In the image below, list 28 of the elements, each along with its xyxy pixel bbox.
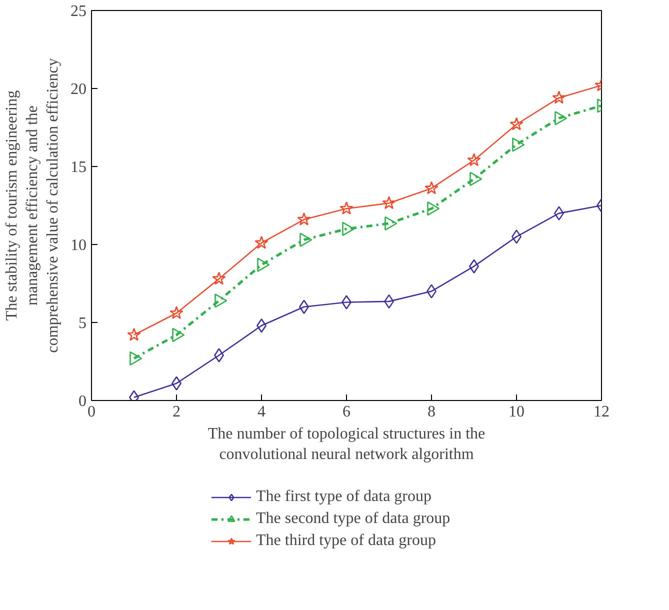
point: [467, 153, 481, 166]
y-tick-label: 0: [78, 393, 86, 410]
point: [424, 181, 438, 194]
legend-label: The third type of data group: [256, 532, 436, 550]
x-tick-label: 6: [342, 404, 350, 420]
point: [254, 236, 268, 249]
x-tick-label: 12: [594, 404, 610, 420]
x-tick-label: 4: [258, 404, 266, 420]
legend-label: The second type of data group: [256, 510, 450, 528]
x-tick-label: 8: [428, 404, 436, 420]
y-tick-label: 15: [70, 159, 86, 176]
point: [340, 201, 354, 215]
point: [127, 328, 141, 341]
x-tick-label: 2: [172, 404, 180, 420]
legend-label: The first type of data group: [256, 488, 432, 506]
y-tick-label: 10: [70, 237, 86, 254]
y-tick-label: 20: [70, 81, 86, 98]
y-axis-title: The stability of tourism engineering management efficiency and the comprehensive value of calculation efficiency: [4, 58, 62, 353]
y-tick-label: 5: [78, 315, 86, 332]
point: [297, 212, 311, 226]
point: [212, 272, 226, 285]
point: [552, 90, 566, 104]
point: [510, 117, 524, 130]
point: [382, 196, 396, 210]
y-tick-label: 25: [70, 3, 86, 20]
x-axis-title: The number of topological structures in the convolutional neural network algorithm: [208, 426, 486, 463]
point: [170, 306, 184, 320]
x-tick-label: 10: [508, 404, 524, 420]
